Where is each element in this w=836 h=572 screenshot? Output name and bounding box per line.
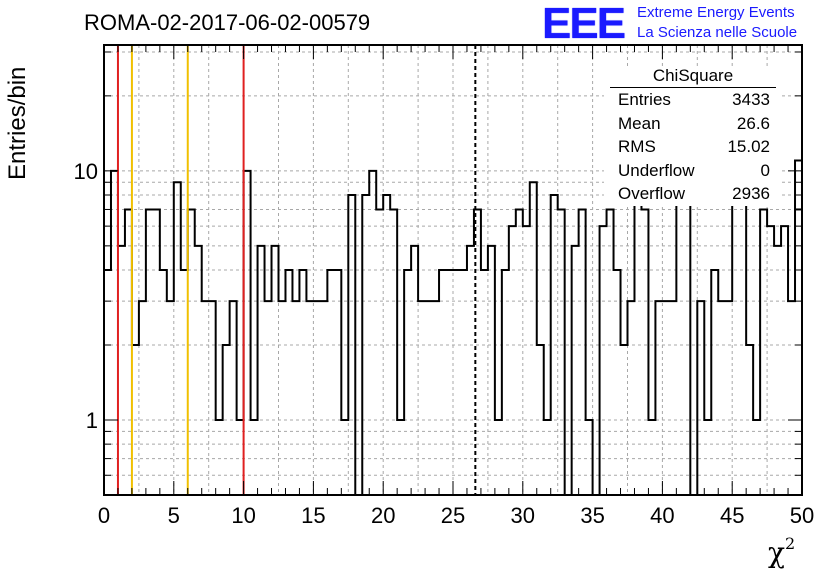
stats-row-entries: Entries 3433 <box>604 88 782 112</box>
x-axis-label-base: χ <box>768 536 785 569</box>
chart-title: ROMA-02-2017-06-02-00579 <box>84 10 371 35</box>
x-tick-label: 15 <box>301 503 325 528</box>
x-tick-label: 35 <box>580 503 604 528</box>
x-tick-label: 10 <box>231 503 255 528</box>
stats-label: Entries <box>618 90 671 109</box>
x-axis-label: χ2 <box>768 534 796 569</box>
stats-row-mean: Mean 26.6 <box>604 112 782 136</box>
stats-box: ChiSquare Entries 3433 Mean 26.6 RMS 15.02 … <box>604 66 782 206</box>
logo-line-1: Extreme Energy Events <box>637 4 795 21</box>
x-tick-label: 5 <box>168 503 180 528</box>
stats-label: Underflow <box>618 160 695 180</box>
x-tick-label: 25 <box>441 503 465 528</box>
stats-row-underflow: Underflow 0 <box>604 159 782 183</box>
x-tick-label: 45 <box>720 503 744 528</box>
stats-label: RMS <box>618 137 656 156</box>
y-axis-label: Entries/bin <box>4 66 31 180</box>
x-tick-label: 30 <box>511 503 535 528</box>
stats-header: ChiSquare <box>610 66 776 88</box>
stats-value: 0 <box>760 160 770 180</box>
stats-row-overflow: Overflow 2936 <box>604 182 782 206</box>
y-tick-label: 10 <box>74 159 98 184</box>
x-tick-label: 40 <box>650 503 674 528</box>
y-tick-label: 1 <box>86 408 98 433</box>
stats-value: 15.02 <box>727 137 770 156</box>
x-tick-label: 0 <box>98 503 110 528</box>
x-tick-label: 50 <box>790 503 814 528</box>
stats-label: Mean <box>618 113 661 133</box>
eee-logo-mark: EEE <box>542 0 626 48</box>
x-tick-label: 20 <box>371 503 395 528</box>
stats-label: Overflow <box>618 184 686 203</box>
x-axis-label-superscript: 2 <box>784 534 796 553</box>
logo-line-2: La Scienza nelle Scuole <box>637 24 798 41</box>
stats-value: 3433 <box>732 90 770 109</box>
stats-row-rms: RMS 15.02 <box>604 135 782 159</box>
stats-value: 26.6 <box>736 113 770 133</box>
stats-value: 2936 <box>732 184 770 203</box>
